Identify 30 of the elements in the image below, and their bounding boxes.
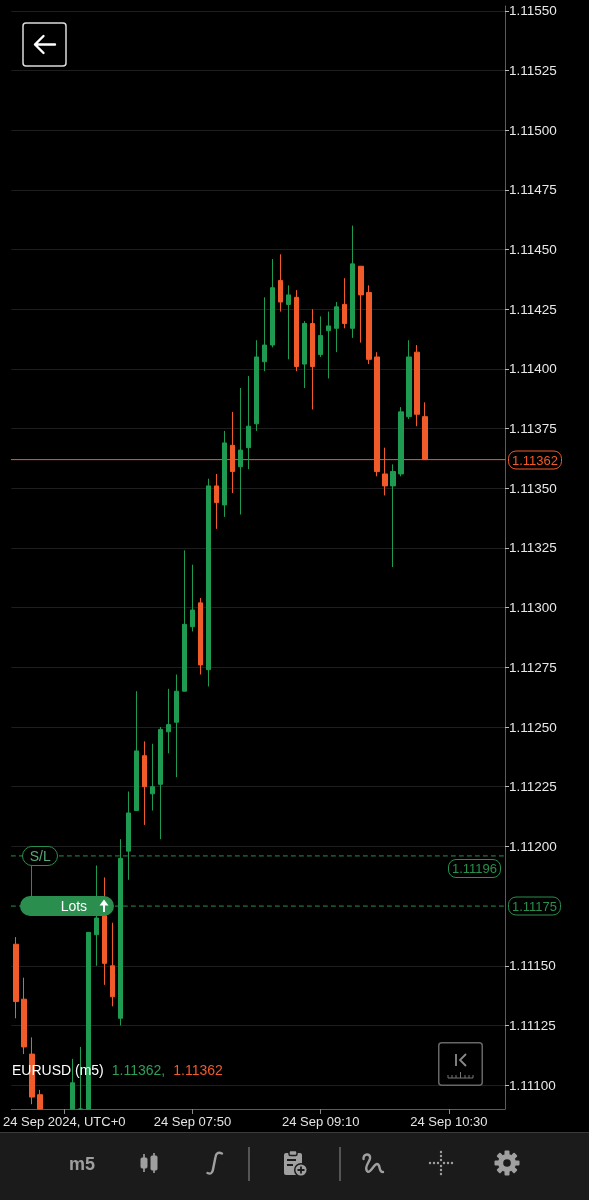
- y-tick-label: 1.11100: [509, 1077, 556, 1093]
- y-tick-label: 1.11550: [509, 3, 557, 19]
- y-tick-label: 1.11325: [509, 540, 557, 556]
- y-tick-label: 1.11450: [509, 242, 557, 258]
- ref-line-label: 1.11175: [508, 896, 562, 916]
- y-tick-label: 1.11350: [509, 480, 557, 496]
- y-tick-label: 1.11300: [509, 600, 557, 616]
- y-tick-label: 1.11400: [509, 361, 557, 377]
- y-tick-label: 1.11425: [509, 301, 557, 317]
- x-tick-label: 24 Sep 09:10: [282, 1114, 360, 1129]
- y-tick-label: 1.11275: [509, 659, 557, 675]
- annotation: 1.11362: [173, 1062, 223, 1078]
- text: m5: [68, 1154, 96, 1174]
- x-tick-label: 24 Sep 2024, UTC+0: [3, 1114, 126, 1129]
- y-tick-label: 1.11475: [509, 182, 557, 198]
- annotation: Lots: [60, 898, 88, 915]
- y-tick-label: 1.11200: [509, 838, 557, 854]
- y-tick-label: 1.11375: [509, 421, 557, 437]
- x-tick-label: 24 Sep 10:30: [410, 1114, 488, 1129]
- y-tick-label: 1.11250: [509, 719, 557, 735]
- annotation: S/L: [29, 847, 51, 864]
- x-tick-label: 24 Sep 07:50: [153, 1114, 232, 1129]
- ref-line-label: 1.11362: [508, 450, 563, 470]
- y-tick-label: 1.11225: [509, 779, 557, 795]
- y-tick-label: 1.11525: [509, 62, 557, 78]
- annotation: 1.11362,: [111, 1062, 166, 1078]
- ref-line-label: 1.11196: [447, 858, 501, 878]
- y-tick-label: 1.11500: [509, 122, 557, 138]
- y-tick-label: 1.11125: [509, 1017, 556, 1033]
- y-tick-label: 1.11150: [509, 958, 556, 974]
